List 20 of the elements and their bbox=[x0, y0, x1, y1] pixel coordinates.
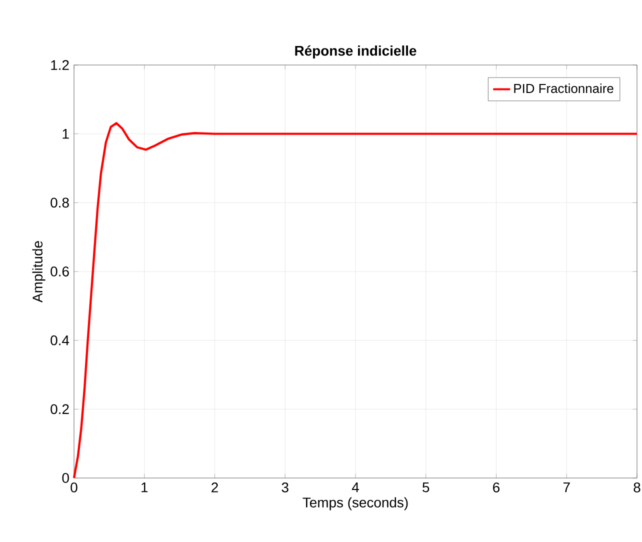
x-tick-label: 4 bbox=[352, 482, 359, 492]
x-tick-label: 6 bbox=[493, 482, 500, 492]
x-tick-label: 7 bbox=[563, 482, 570, 492]
y-tick-label: 0.2 bbox=[50, 404, 69, 414]
x-tick-label: 1 bbox=[142, 482, 148, 492]
x-tick-label: 5 bbox=[422, 482, 430, 492]
y-tick-label: 1.2 bbox=[51, 60, 69, 70]
y-tick-label: 1 bbox=[62, 129, 69, 139]
x-tick-label: 8 bbox=[634, 482, 640, 492]
chart-title: Réponse indicielle bbox=[295, 45, 416, 58]
y-tick-label: 0.8 bbox=[50, 198, 69, 208]
x-tick-label: 3 bbox=[282, 482, 288, 492]
y-axis-title: Amplitude bbox=[32, 241, 46, 302]
x-tick-label: 0 bbox=[70, 482, 78, 492]
y-tick-label: 0.4 bbox=[50, 335, 70, 346]
y-tick-label: 0.6 bbox=[50, 266, 69, 276]
legend-label: PID Fractionnaire bbox=[514, 84, 614, 94]
y-tick-label: 0 bbox=[62, 473, 69, 483]
x-tick-label: 2 bbox=[212, 482, 218, 492]
x-axis-title: Temps (seconds) bbox=[302, 497, 408, 510]
